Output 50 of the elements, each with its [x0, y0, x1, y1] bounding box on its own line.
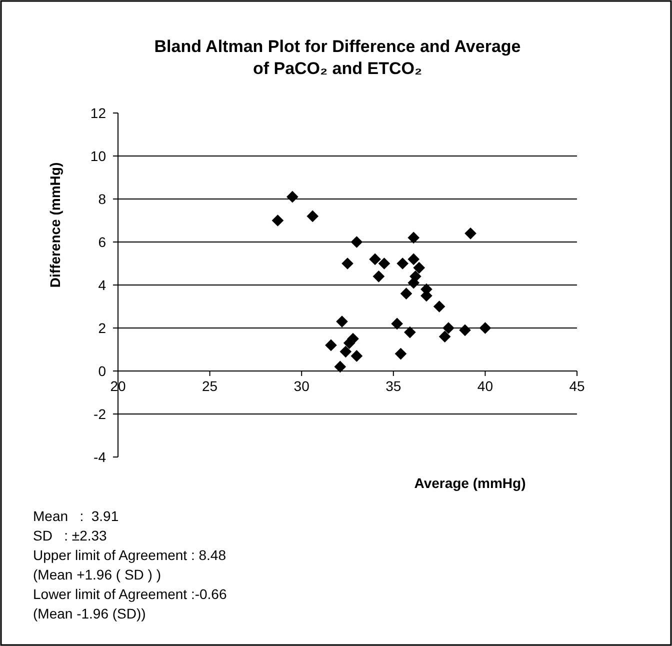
point — [438, 330, 451, 343]
point — [396, 258, 408, 270]
point — [400, 288, 412, 300]
point — [342, 258, 354, 270]
y-tick-label: 10 — [90, 148, 106, 164]
point — [464, 227, 476, 240]
text: Lower limit of Agreement :-0.66 — [33, 586, 227, 602]
point — [408, 253, 420, 266]
point — [306, 210, 319, 222]
point — [340, 346, 352, 358]
y-tick-label: -2 — [94, 406, 106, 422]
x-axis-title: Average (mmHg) — [414, 475, 526, 491]
chart-title: Bland Altman Plot for Difference and Average of PaCO₂ and ETCO₂ — [154, 37, 521, 78]
y-tick-label: 0 — [98, 363, 106, 379]
point — [459, 324, 471, 336]
text: Mean : 3.91 — [33, 508, 119, 524]
y-axis-title: Difference (mmHg) — [47, 162, 63, 288]
text: Upper limit of Agreement : 8.48 — [33, 547, 226, 563]
point — [433, 300, 446, 312]
text: SD : ±2.33 — [33, 528, 108, 544]
y-tick-label: -4 — [94, 449, 106, 465]
point — [378, 258, 390, 270]
text: (Mean -1.96 (SD)) — [33, 606, 146, 622]
point — [404, 326, 416, 338]
x-tick-label: 45 — [569, 378, 585, 394]
point — [413, 262, 426, 274]
y-tick-label: 2 — [98, 320, 106, 336]
y-tick-label: 4 — [98, 277, 106, 293]
point — [394, 348, 407, 360]
y-tick-label: 6 — [98, 234, 106, 250]
point — [325, 339, 337, 352]
x-tick-label: 35 — [386, 378, 402, 394]
point — [408, 232, 420, 244]
point — [479, 322, 492, 334]
point — [391, 318, 403, 330]
point — [372, 270, 385, 282]
x-tick-label: 30 — [294, 378, 310, 394]
point — [272, 214, 284, 226]
text: (Mean +1.96 ( SD ) ) — [33, 566, 161, 582]
point — [350, 350, 363, 362]
point — [336, 316, 348, 328]
point — [286, 190, 298, 203]
point — [442, 322, 454, 334]
y-tick-label: 12 — [90, 105, 106, 121]
point — [350, 236, 363, 248]
y-tick-label: 8 — [98, 191, 106, 207]
x-tick-label: 40 — [477, 378, 494, 394]
x-tick-label: 25 — [202, 378, 218, 394]
point — [369, 253, 381, 266]
point — [334, 360, 346, 373]
